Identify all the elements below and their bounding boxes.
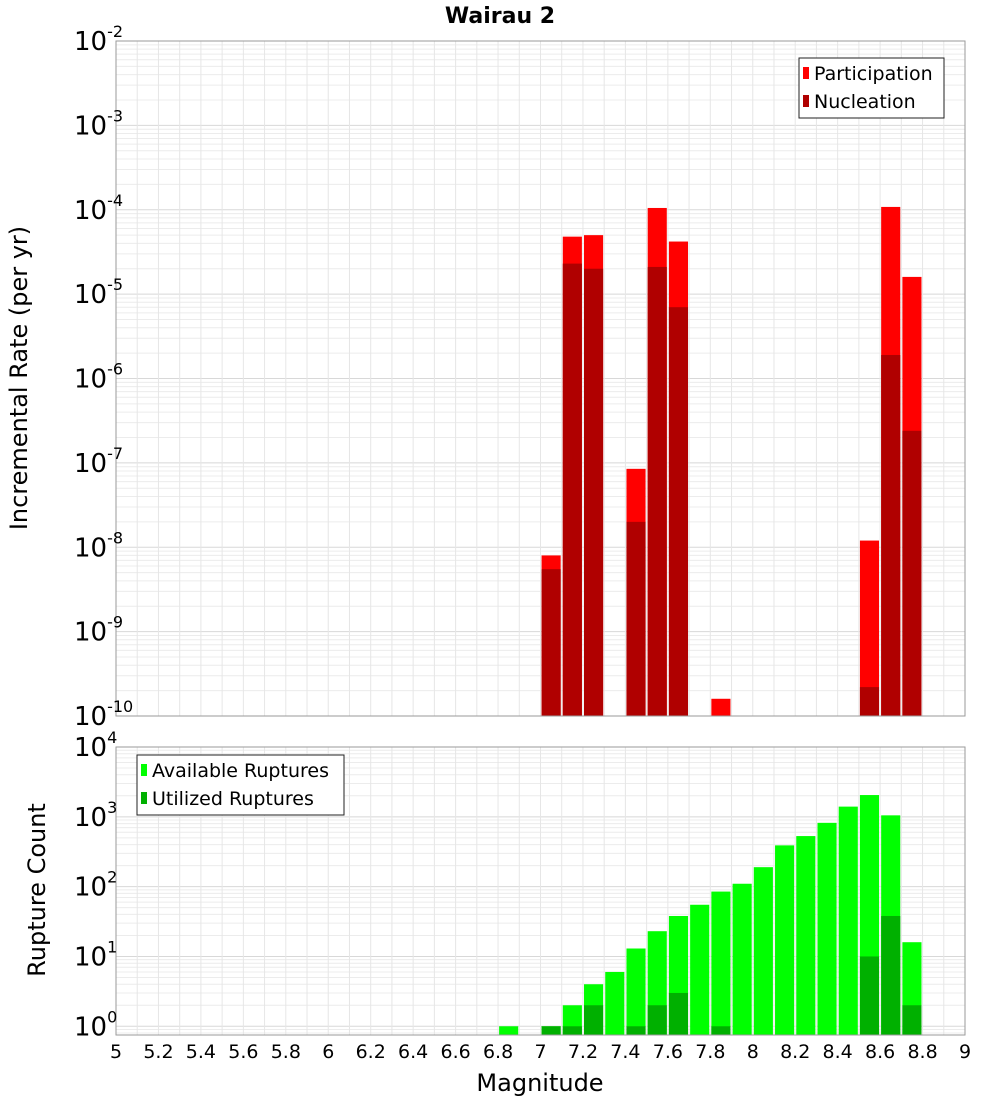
top-bar-s1 xyxy=(584,268,604,716)
bottom-legend: Available Ruptures Utilized Ruptures xyxy=(136,754,345,816)
x-tick-label: 5.6 xyxy=(228,1041,258,1063)
x-tick-label: 8.4 xyxy=(823,1041,853,1063)
bottom-bar-s0 xyxy=(838,806,858,1035)
bottom-bar-s1 xyxy=(711,1026,731,1035)
top-y-tick-label: 10-8 xyxy=(74,528,123,563)
x-tick-label: 8.2 xyxy=(780,1041,810,1063)
bottom-bar-s0 xyxy=(753,867,773,1035)
x-tick-label: 6 xyxy=(322,1041,334,1063)
x-tick-label: 5.4 xyxy=(186,1041,216,1063)
top-bar-s1 xyxy=(541,569,561,716)
bottom-y-tick-label: 100 xyxy=(74,1007,117,1042)
bottom-plot-border xyxy=(115,746,966,1036)
top-y-tick-label: 10-10 xyxy=(74,697,133,732)
bottom-bar-s0 xyxy=(499,1026,519,1035)
top-y-tick-label: 10-5 xyxy=(74,275,123,310)
top-y-tick-label: 10-7 xyxy=(74,444,123,479)
bottom-legend-box xyxy=(136,754,345,816)
bottom-legend-swatch xyxy=(141,764,147,776)
x-tick-label: 6.6 xyxy=(440,1041,470,1063)
bottom-bar-s0 xyxy=(626,948,646,1035)
top-bar-s1 xyxy=(668,307,689,716)
top-y-tick-label: 10-9 xyxy=(74,613,123,648)
x-axis-title: Magnitude xyxy=(476,1069,603,1097)
bottom-bar-s0 xyxy=(817,822,837,1035)
bottom-bar-s1 xyxy=(584,1005,604,1035)
x-tick-label: 9 xyxy=(959,1041,971,1063)
top-legend-box xyxy=(798,57,945,119)
top-plot-border xyxy=(115,40,966,717)
top-bar-s1 xyxy=(881,354,901,716)
bottom-y-tick-label: 102 xyxy=(74,868,117,903)
x-tick-label: 6.8 xyxy=(483,1041,513,1063)
top-bar-s0 xyxy=(711,698,731,716)
top-bar-s1 xyxy=(902,430,922,716)
top-y-tick-label: 10-2 xyxy=(74,22,123,57)
top-y-tick-label: 10-3 xyxy=(74,106,123,141)
bottom-bar-s0 xyxy=(690,904,710,1035)
bottom-bar-s1 xyxy=(859,956,880,1035)
bottom-legend-swatch xyxy=(141,792,147,804)
x-tick-label: 7 xyxy=(534,1041,546,1063)
bottom-legend-label: Available Ruptures xyxy=(152,760,329,782)
bottom-y-tick-label: 104 xyxy=(74,728,117,763)
top-legend-swatch xyxy=(803,95,809,107)
top-legend-swatch xyxy=(803,67,809,79)
x-tick-label: 7.8 xyxy=(695,1041,725,1063)
bottom-bar-s0 xyxy=(796,836,816,1035)
bottom-bar-s1 xyxy=(668,992,689,1035)
bottom-bar-s1 xyxy=(902,1005,922,1035)
bottom-y-tick-label: 103 xyxy=(74,798,117,833)
bottom-bar-s1 xyxy=(881,915,901,1035)
x-tick-label: 8.6 xyxy=(865,1041,895,1063)
top-legend-label: Nucleation xyxy=(814,91,916,113)
top-bar-s1 xyxy=(647,266,667,716)
top-bar-s1 xyxy=(859,687,880,716)
bottom-bar-s1 xyxy=(562,1026,582,1035)
x-tick-label: 5.2 xyxy=(143,1041,173,1063)
top-plot xyxy=(115,40,966,717)
top-bar-s0 xyxy=(859,540,880,716)
top-y-tick-label: 10-4 xyxy=(74,191,123,226)
bottom-bar-s1 xyxy=(647,1005,667,1035)
bottom-bar-s0 xyxy=(711,891,731,1035)
x-tick-label: 5 xyxy=(110,1041,122,1063)
top-y-axis-title: Incremental Rate (per yr) xyxy=(5,226,33,530)
chart-title: Wairau 2 xyxy=(445,4,555,29)
bottom-bar-s1 xyxy=(541,1026,561,1035)
x-tick-label: 5.8 xyxy=(271,1041,301,1063)
bottom-y-tick-label: 101 xyxy=(74,937,117,972)
bottom-bar-s1 xyxy=(626,1026,646,1035)
x-tick-label: 6.4 xyxy=(398,1041,428,1063)
top-bar-s1 xyxy=(562,263,582,716)
bottom-bar-s0 xyxy=(605,971,625,1035)
bottom-legend-label: Utilized Ruptures xyxy=(152,788,314,810)
x-tick-label: 8.8 xyxy=(907,1041,937,1063)
x-tick-label: 8 xyxy=(747,1041,759,1063)
x-tick-label: 7.4 xyxy=(610,1041,640,1063)
x-tick-label: 6.2 xyxy=(356,1041,386,1063)
bottom-y-axis-title: Rupture Count xyxy=(23,803,51,977)
top-legend-label: Participation xyxy=(814,63,933,85)
top-legend: Participation Nucleation xyxy=(798,57,945,119)
bottom-bar-s0 xyxy=(775,845,795,1035)
x-tick-label: 7.6 xyxy=(653,1041,683,1063)
bottom-bar-s0 xyxy=(732,883,752,1035)
top-bar-s1 xyxy=(626,521,646,716)
top-y-tick-label: 10-6 xyxy=(74,360,123,395)
x-tick-label: 7.2 xyxy=(568,1041,598,1063)
